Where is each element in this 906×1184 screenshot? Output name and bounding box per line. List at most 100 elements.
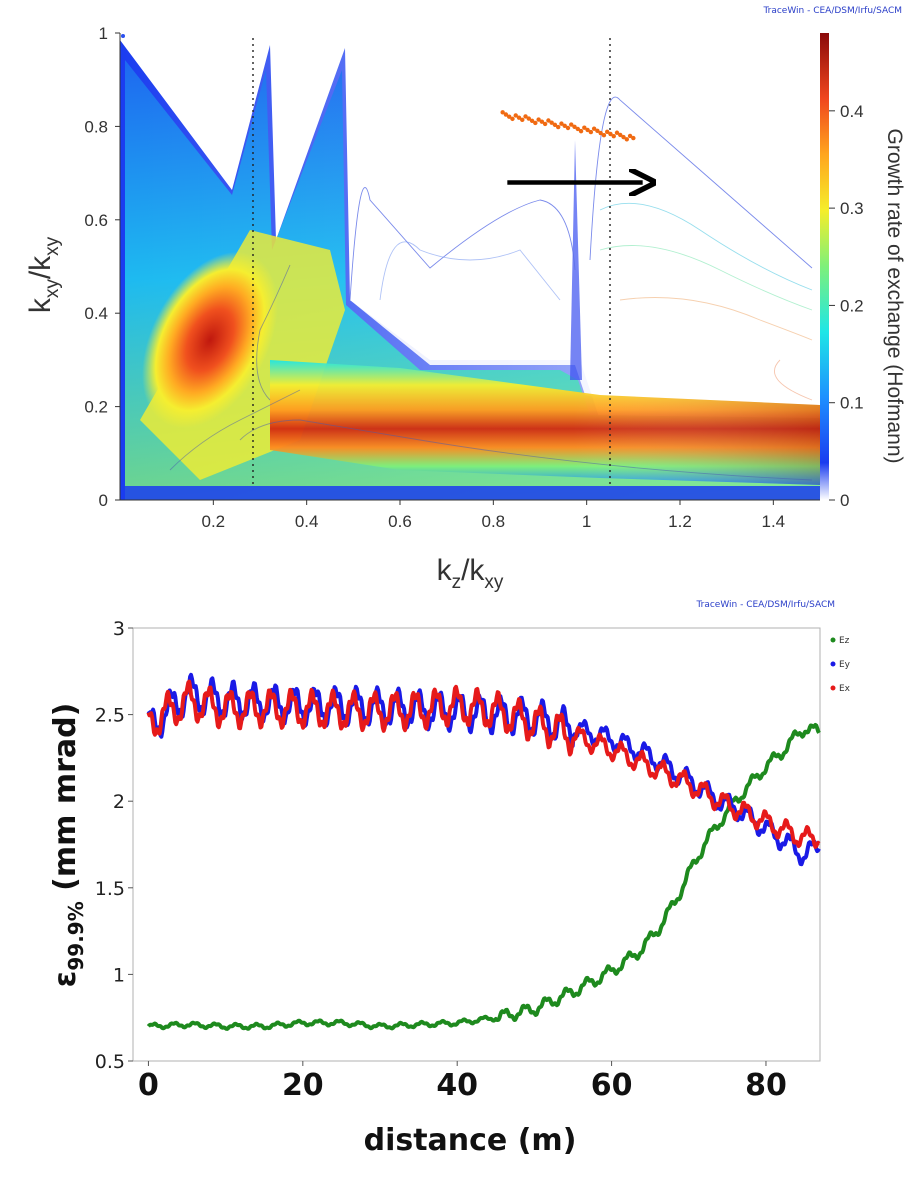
legend-marker-ey xyxy=(830,661,836,667)
top-x-tick-label: 1 xyxy=(582,512,591,531)
legend-label-ez: Ez xyxy=(839,636,850,646)
hot-band-shade xyxy=(270,360,820,485)
top-y-tick-label: 0.4 xyxy=(84,304,108,323)
working-point xyxy=(618,132,623,138)
top-x-tick-label: 0.2 xyxy=(202,512,226,531)
legend-label-ey: Ey xyxy=(839,660,851,670)
top-x-tick-label: 0.8 xyxy=(482,512,506,531)
working-point xyxy=(585,127,590,133)
bottom-y-tick-label: 1.5 xyxy=(95,878,125,900)
working-point xyxy=(559,121,564,126)
corner-point xyxy=(121,34,125,38)
colorbar-tick-label: 0 xyxy=(840,491,849,510)
working-point xyxy=(520,117,525,123)
working-point xyxy=(500,110,505,115)
colorbar-ticks: 0 0.1 0.2 0.3 0.4 xyxy=(829,102,864,510)
top-x-tick-label: 0.4 xyxy=(295,512,319,531)
legend-label-ex: Ex xyxy=(839,684,851,694)
top-x-tick-label: 1.4 xyxy=(762,512,786,531)
top-y-axis-label: kxy/kxy xyxy=(24,236,63,313)
working-point xyxy=(624,137,629,142)
top-x-tick-label: 1.2 xyxy=(668,512,692,531)
top-x-axis-label: kz/kxy xyxy=(437,554,504,593)
working-point xyxy=(562,123,567,129)
working-point xyxy=(533,120,538,126)
working-point xyxy=(549,120,554,125)
series-line-ex xyxy=(146,679,821,849)
working-points xyxy=(500,110,636,142)
working-point xyxy=(516,115,522,120)
working-point xyxy=(546,118,551,123)
bottom-x-tick-label: 0 xyxy=(138,1068,159,1103)
series-lines xyxy=(146,672,821,1031)
watermark-top: TraceWin - CEA/DSM/Irfu/SACM xyxy=(762,6,902,16)
working-point xyxy=(601,133,607,138)
top-y-tick-label: 0.2 xyxy=(84,398,108,417)
working-point xyxy=(572,124,577,129)
working-point xyxy=(569,122,574,127)
series-line-ez xyxy=(146,722,821,1031)
axes-bottom: 0 20 40 60 80 0.5 1 1.5 2 2.5 3 xyxy=(95,618,787,1103)
stable-region xyxy=(350,33,820,408)
working-point xyxy=(591,126,597,131)
bottom-x-tick-label: 60 xyxy=(591,1068,633,1103)
legend: Ez Ey Ex xyxy=(830,636,851,694)
working-point xyxy=(614,130,620,135)
top-y-tick-label: 0 xyxy=(99,491,108,510)
working-point xyxy=(510,116,515,122)
hot-spot-main xyxy=(142,251,278,429)
bottom-x-tick-label: 40 xyxy=(436,1068,478,1103)
working-point xyxy=(523,114,528,119)
contour-lines xyxy=(169,96,813,481)
working-point xyxy=(578,128,584,134)
working-point xyxy=(539,119,545,124)
bottom-y-tick-label: 2 xyxy=(113,791,125,813)
bottom-y-tick-label: 1 xyxy=(113,964,125,986)
top-y-tick-label: 0.8 xyxy=(84,117,108,136)
working-point xyxy=(605,129,610,135)
bottom-strip xyxy=(120,486,820,500)
colorbar-tick-label: 0.2 xyxy=(840,296,864,315)
working-point xyxy=(536,117,541,122)
working-point xyxy=(588,129,594,135)
working-point xyxy=(575,126,580,132)
working-point xyxy=(542,121,548,127)
working-point xyxy=(627,133,633,139)
bottom-x-axis-label: distance (m) xyxy=(364,1123,577,1158)
bottom-y-tick-label: 0.5 xyxy=(95,1051,125,1073)
working-point xyxy=(503,112,509,117)
bottom-y-axis-label: ε99.9% (mm mrad) xyxy=(48,703,88,988)
top-overlays xyxy=(121,34,643,485)
bottom-x-tick-label: 80 xyxy=(745,1068,787,1103)
working-point xyxy=(621,134,626,140)
working-point xyxy=(556,124,561,130)
colorbar-tick-label: 0.3 xyxy=(840,199,864,218)
legend-marker-ex xyxy=(830,685,836,691)
working-point xyxy=(598,130,603,136)
axes-top: 0.2 0.4 0.6 0.8 1 1.2 1.4 0 0.2 0.4 0.6 0.8 1 xyxy=(84,24,820,531)
working-point xyxy=(608,131,613,137)
heatmap-area xyxy=(120,33,820,500)
watermark-bottom: TraceWin - CEA/DSM/Irfu/SACM xyxy=(695,600,835,610)
colorbar-tick-label: 0.4 xyxy=(840,102,864,121)
working-point xyxy=(513,113,518,118)
working-point xyxy=(526,116,531,121)
working-point xyxy=(565,125,571,131)
bottom-x-tick-label: 20 xyxy=(282,1068,324,1103)
working-point xyxy=(582,125,587,130)
working-point xyxy=(552,122,558,128)
colorbar-tick-label: 0.1 xyxy=(840,394,864,413)
legend-marker-ez xyxy=(830,637,836,643)
working-point xyxy=(611,133,616,139)
top-y-tick-label: 0.6 xyxy=(84,211,108,230)
working-point xyxy=(631,135,636,141)
resonance-spike xyxy=(570,140,582,380)
working-point xyxy=(507,114,512,119)
top-x-tick-label: 0.6 xyxy=(388,512,412,531)
bottom-y-tick-label: 2.5 xyxy=(95,705,125,727)
colorbar xyxy=(820,33,829,500)
working-point xyxy=(595,128,600,134)
working-point xyxy=(529,118,535,123)
top-y-tick-label: 1 xyxy=(99,24,108,43)
